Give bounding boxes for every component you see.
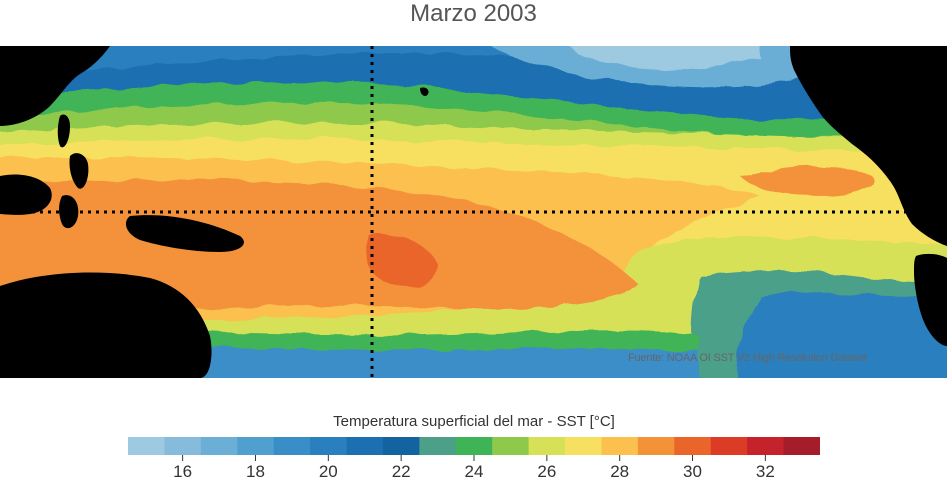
colorbar-bin-16 [164, 437, 201, 455]
colorbar-bin-19 [274, 437, 311, 455]
colorbar-bin-21 [347, 437, 384, 455]
colorbar-bin-15 [128, 437, 165, 455]
colorbar-bin-24 [456, 437, 493, 455]
colorbar-tick-label-28: 28 [610, 462, 629, 482]
colorbar-bin-27 [565, 437, 602, 455]
colorbar-bin-23 [419, 437, 456, 455]
colorbar [128, 437, 820, 455]
colorbar-bin-17 [201, 437, 238, 455]
sst-map [0, 46, 947, 378]
colorbar-tick-label-24: 24 [465, 462, 484, 482]
colorbar-bin-31 [711, 437, 748, 455]
colorbar-bin-26 [529, 437, 566, 455]
colorbar-bin-22 [383, 437, 420, 455]
colorbar-bin-20 [310, 437, 347, 455]
colorbar-bin-18 [237, 437, 274, 455]
sst-band-20-southeast [736, 294, 947, 378]
colorbar-tick-label-30: 30 [683, 462, 702, 482]
colorbar-bin-33 [784, 437, 820, 455]
colorbar-bin-28 [601, 437, 638, 455]
colorbar-ticks [128, 455, 820, 461]
colorbar-tick-label-26: 26 [537, 462, 556, 482]
colorbar-bin-25 [492, 437, 529, 455]
data-source-note: Fuente: NOAA OI SST V2 High Resolution D… [628, 352, 867, 364]
colorbar-bin-30 [674, 437, 711, 455]
colorbar-tick-label-18: 18 [246, 462, 265, 482]
colorbar-tick-label-22: 22 [392, 462, 411, 482]
colorbar-label: Temperatura superficial del mar - SST [°… [128, 413, 820, 430]
colorbar-tick-label-32: 32 [756, 462, 775, 482]
colorbar-tick-label-20: 20 [319, 462, 338, 482]
sst-map-canvas [0, 46, 947, 378]
map-title: Marzo 2003 [0, 0, 947, 32]
colorbar-bin-29 [638, 437, 675, 455]
colorbar-tick-label-16: 16 [173, 462, 192, 482]
colorbar-bin-32 [747, 437, 784, 455]
